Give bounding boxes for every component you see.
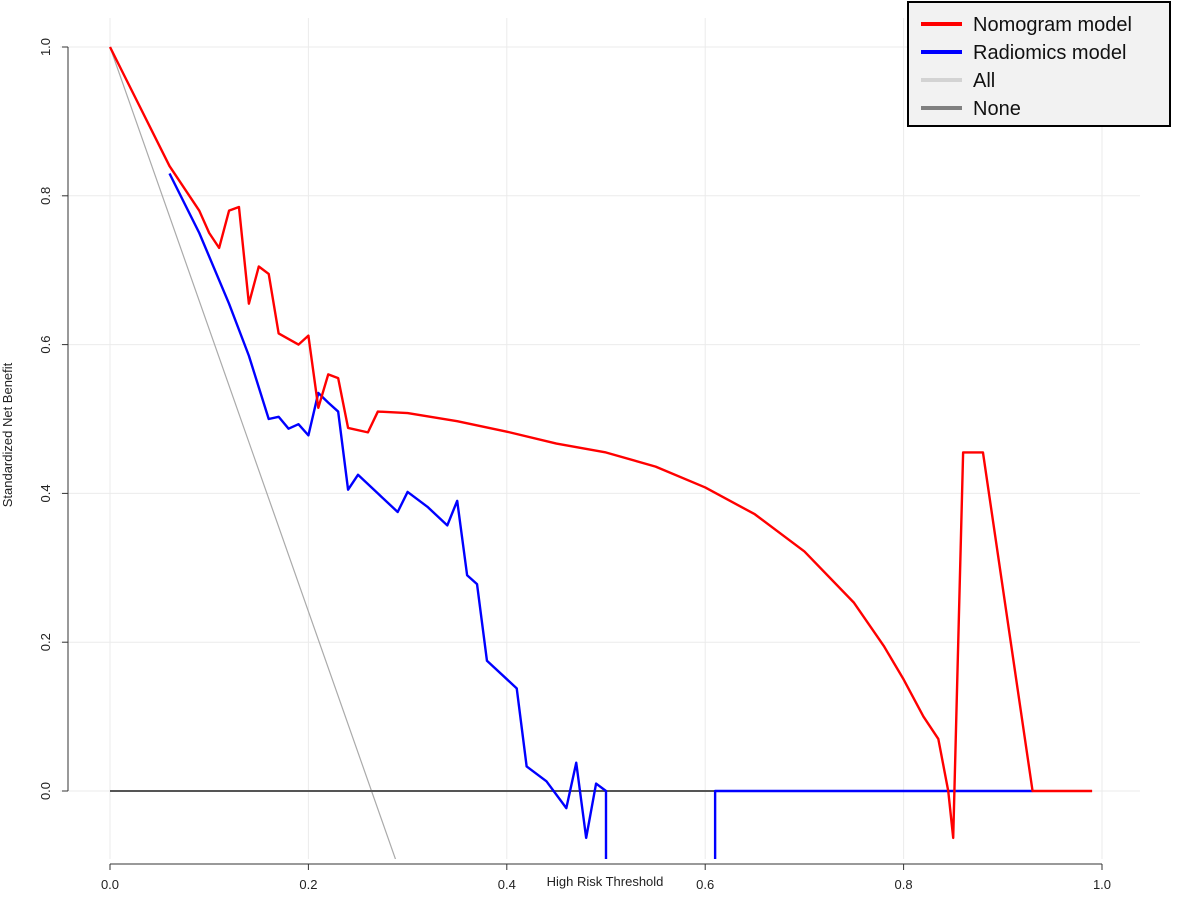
legend-label-nomogram-model: Nomogram model	[973, 14, 1132, 36]
y-axis-title: Standardized Net Benefit	[0, 362, 15, 507]
legend-label-all: All	[973, 70, 995, 92]
series-line-all	[109, 46, 397, 859]
y-tick-label: 0.8	[38, 187, 53, 205]
series-line-radiomics-model	[713, 789, 1033, 859]
axes: 0.0 0.2 0.4 0.6 0.8 1.0 0.0 0.2 0.4 0.6 0.8 1.0	[38, 38, 1111, 892]
series-line-nomogram-model	[108, 46, 1093, 840]
series-line-radiomics-model	[168, 172, 608, 859]
x-tick-label: 0.6	[696, 877, 714, 892]
x-tick-label: 0.4	[498, 877, 516, 892]
series-layer	[108, 46, 1093, 859]
y-tick-label: 0.0	[38, 782, 53, 800]
y-tick-label: 1.0	[38, 38, 53, 56]
y-tick-label: 0.6	[38, 336, 53, 354]
x-tick-label: 0.8	[895, 877, 913, 892]
x-axis-title: High Risk Threshold	[547, 874, 664, 889]
y-tick-label: 0.2	[38, 633, 53, 651]
legend-label-none: None	[973, 98, 1021, 120]
legend: Nomogram model Radiomics model All None	[907, 1, 1171, 127]
y-tick-label: 0.4	[38, 484, 53, 502]
x-tick-label: 1.0	[1093, 877, 1111, 892]
x-tick-label: 0.2	[299, 877, 317, 892]
x-tick-label: 0.0	[101, 877, 119, 892]
legend-label-radiomics-model: Radiomics model	[973, 42, 1126, 64]
